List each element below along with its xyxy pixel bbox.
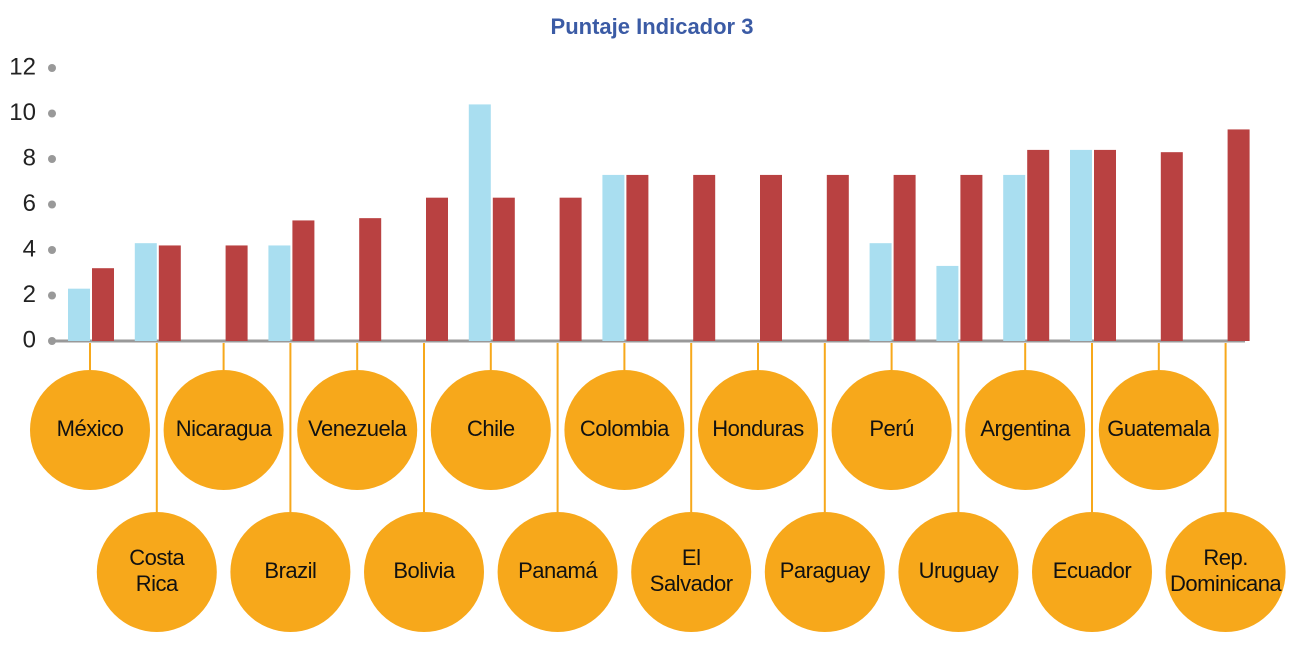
tick-mark bbox=[48, 246, 56, 254]
label-bubble bbox=[30, 370, 150, 490]
x-tick-label: Venezuela bbox=[308, 416, 408, 441]
label-bubble bbox=[1098, 370, 1219, 490]
tick-mark bbox=[48, 200, 56, 209]
bar bbox=[492, 197, 515, 341]
x-tick-label: Argentina bbox=[980, 416, 1071, 441]
y-tick-label: 4 bbox=[23, 235, 36, 262]
bar bbox=[225, 245, 248, 341]
bar bbox=[92, 268, 114, 341]
x-tick-label: Panamá bbox=[518, 558, 598, 583]
label-bubble bbox=[898, 512, 1019, 632]
x-tick-label: Brazil bbox=[264, 558, 316, 583]
x-tick-label: Ecuador bbox=[1053, 558, 1132, 583]
tick-mark bbox=[48, 64, 56, 72]
bar bbox=[1094, 149, 1116, 341]
x-tick-label: Uruguay bbox=[919, 558, 999, 583]
x-tick-label: El Salvador bbox=[650, 545, 733, 596]
y-tick-label: 0 bbox=[23, 326, 36, 353]
tick-mark bbox=[48, 155, 56, 163]
bar bbox=[1027, 149, 1050, 341]
bar bbox=[158, 245, 181, 341]
bar bbox=[693, 174, 716, 341]
label-bubble bbox=[698, 370, 818, 490]
x-tick-label: México bbox=[57, 416, 124, 441]
bar bbox=[826, 174, 849, 341]
bar bbox=[936, 265, 959, 341]
bar bbox=[602, 174, 625, 341]
label-bubble bbox=[430, 370, 551, 490]
label-bubble bbox=[564, 370, 685, 490]
x-tick-label: Guatemala bbox=[1107, 416, 1211, 441]
tick-mark bbox=[48, 291, 56, 300]
x-tick-label: Honduras bbox=[712, 416, 804, 441]
bar bbox=[268, 245, 291, 341]
bar bbox=[426, 197, 448, 341]
label-bubble bbox=[497, 512, 618, 632]
bar bbox=[559, 197, 582, 341]
x-tick-label: Bolivia bbox=[393, 558, 456, 583]
y-tick-label: 6 bbox=[23, 190, 36, 217]
label-bubble bbox=[764, 512, 885, 632]
x-tick-label: Rep. Dominicana bbox=[1170, 545, 1282, 596]
y-tick-label: 2 bbox=[23, 281, 36, 308]
bar bbox=[359, 218, 382, 341]
x-tick-label: Paraguay bbox=[780, 558, 871, 583]
y-tick-label: 12 bbox=[9, 53, 36, 80]
bar bbox=[68, 288, 90, 341]
bar bbox=[1003, 174, 1026, 341]
y-tick-label: 8 bbox=[23, 144, 36, 171]
tick-mark bbox=[48, 109, 56, 118]
label-bubble bbox=[230, 512, 351, 632]
bar bbox=[292, 220, 315, 341]
bar bbox=[626, 174, 649, 341]
bar bbox=[1227, 129, 1250, 341]
bar bbox=[893, 174, 916, 341]
x-tick-label: Chile bbox=[467, 416, 515, 441]
bar bbox=[1160, 152, 1183, 341]
label-bubble bbox=[1165, 512, 1286, 632]
label-bubble bbox=[631, 512, 752, 632]
y-tick-label: 10 bbox=[9, 99, 36, 126]
bar bbox=[869, 243, 892, 341]
label-bubble bbox=[297, 370, 418, 490]
x-tick-label: Colombia bbox=[580, 416, 670, 441]
label-bubble bbox=[1032, 512, 1152, 632]
label-bubble bbox=[831, 370, 952, 490]
bar bbox=[468, 104, 491, 342]
bar bbox=[1070, 149, 1092, 341]
label-bubble bbox=[364, 512, 484, 632]
x-tick-label: Costa Rica bbox=[129, 545, 185, 596]
bar bbox=[134, 243, 157, 341]
bar bbox=[760, 174, 782, 341]
bar bbox=[960, 174, 983, 341]
label-bubble bbox=[163, 370, 284, 490]
x-tick-label: Perú bbox=[869, 416, 913, 441]
label-bubble bbox=[965, 370, 1086, 490]
x-tick-label: Nicaragua bbox=[176, 416, 273, 441]
chart-title: Puntaje Indicador 3 bbox=[551, 14, 754, 39]
label-bubble bbox=[96, 512, 217, 632]
